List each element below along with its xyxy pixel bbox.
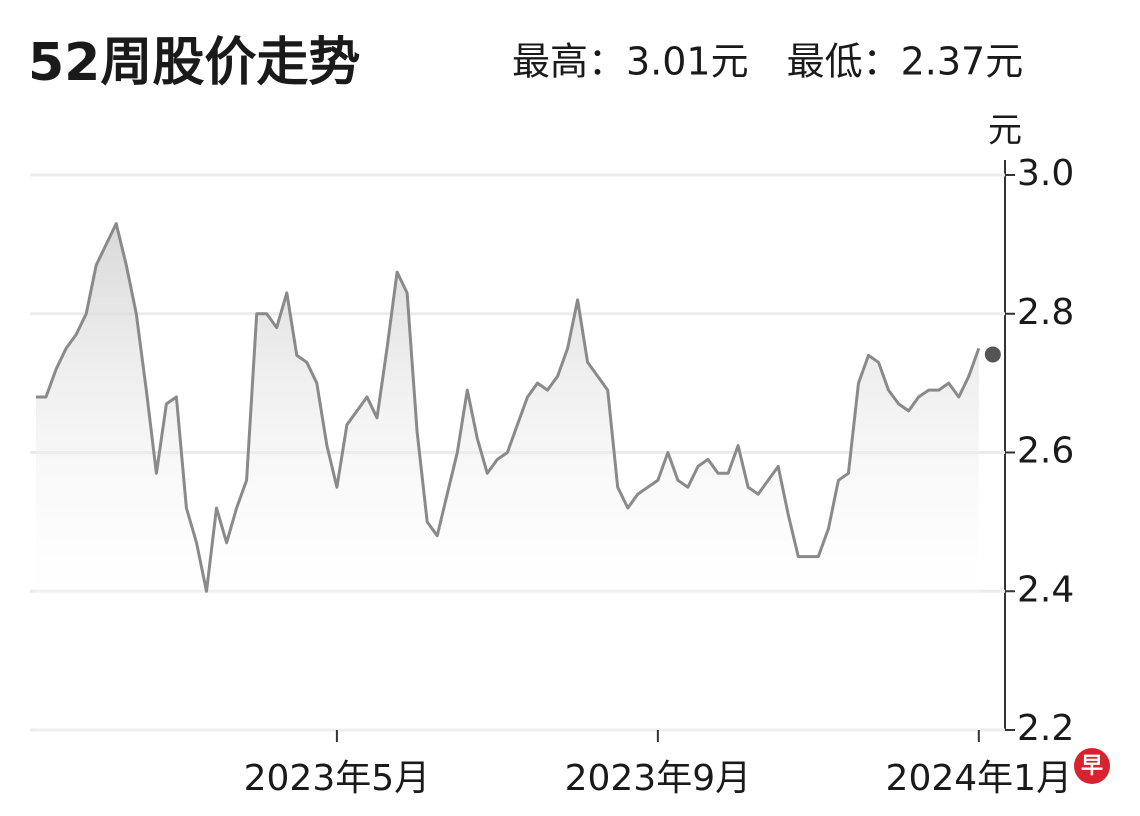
chart-subtitle: 最高：3.01元 最低：2.37元 — [512, 40, 1023, 84]
y-unit: 元 — [988, 111, 1022, 151]
y-tick-label: 2.2 — [1017, 708, 1074, 749]
chart-title: 52周股价走势 — [28, 33, 360, 93]
logo: 早 — [1081, 754, 1103, 779]
x-tick-label: 2023年5月 — [244, 758, 431, 799]
x-tick-label: 2023年9月 — [565, 758, 752, 799]
area — [36, 223, 979, 730]
x-tick-label: 2024年1月 — [886, 758, 1073, 799]
y-tick-label: 2.6 — [1017, 431, 1074, 472]
line — [36, 222, 981, 593]
y-tick-label: 2.4 — [1017, 569, 1074, 610]
y-tick-label: 3.0 — [1017, 153, 1074, 194]
logo-badge — [1074, 748, 1110, 784]
last-point — [984, 346, 1001, 363]
y-tick-label: 2.8 — [1017, 292, 1074, 333]
